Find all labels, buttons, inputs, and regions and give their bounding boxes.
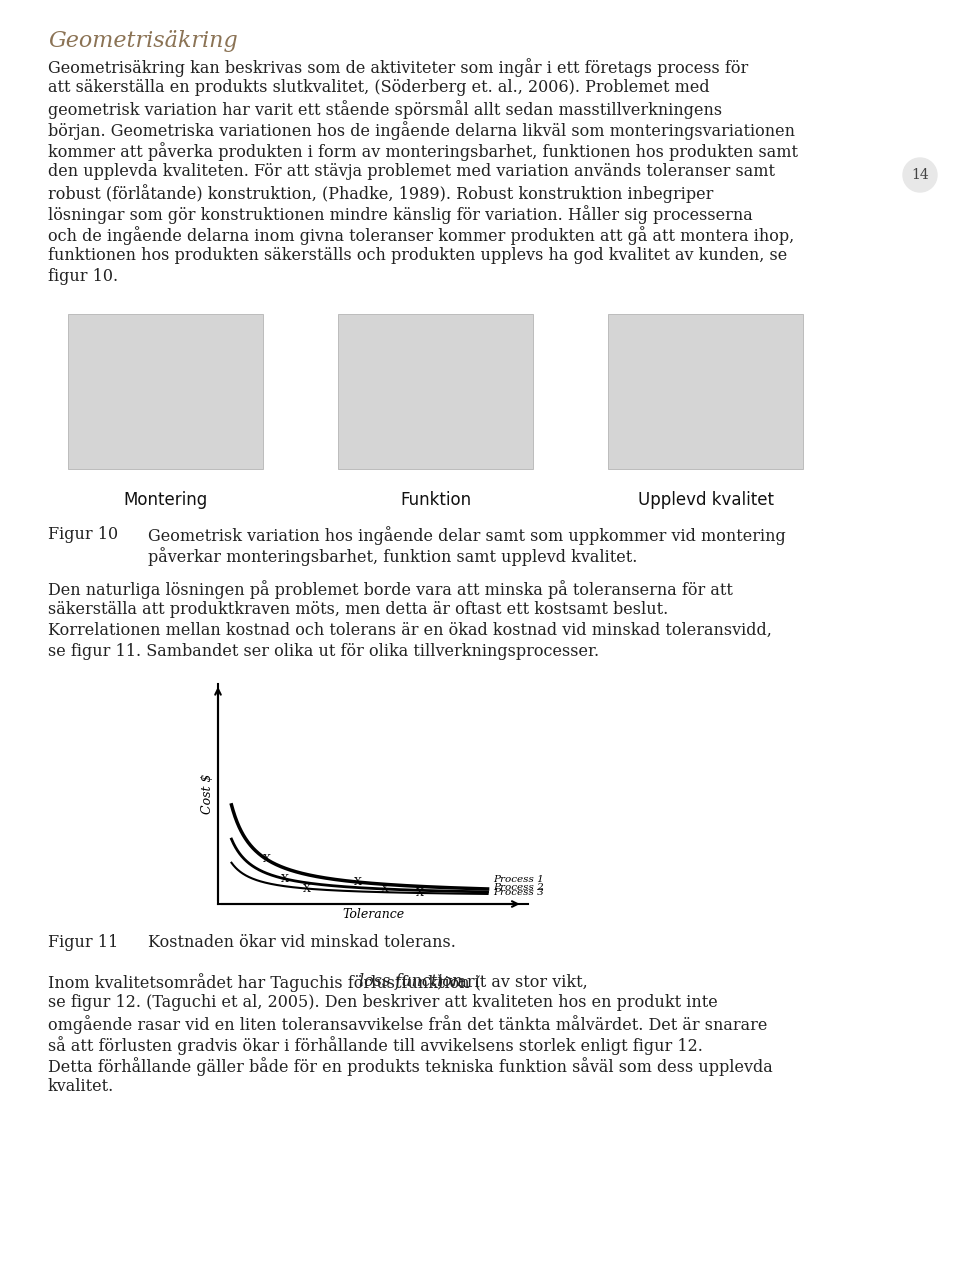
Text: X: X [354, 877, 362, 887]
Text: lösningar som gör konstruktionen mindre känslig för variation. Håller sig proces: lösningar som gör konstruktionen mindre … [48, 205, 753, 224]
Text: början. Geometriska variationen hos de ingående delarna likväl som monteringsvar: början. Geometriska variationen hos de i… [48, 121, 795, 140]
Text: se figur 12. (Taguchi et al, 2005). Den beskriver att kvaliteten hos en produkt : se figur 12. (Taguchi et al, 2005). Den … [48, 994, 718, 1010]
Text: så att förlusten gradvis ökar i förhållande till avvikelsens storlek enligt figu: så att förlusten gradvis ökar i förhålla… [48, 1036, 703, 1055]
Text: att säkerställa en produkts slutkvalitet, (Söderberg et. al., 2006). Problemet m: att säkerställa en produkts slutkvalitet… [48, 79, 709, 97]
Text: figur 10.: figur 10. [48, 268, 118, 285]
Text: Geometrisk variation hos ingående delar samt som uppkommer vid montering: Geometrisk variation hos ingående delar … [148, 526, 785, 545]
FancyBboxPatch shape [68, 314, 263, 469]
Text: Figur 10: Figur 10 [48, 526, 118, 543]
Text: ) varit av stor vikt,: ) varit av stor vikt, [437, 974, 588, 990]
Text: Funktion: Funktion [400, 491, 471, 508]
Text: Process 1: Process 1 [492, 874, 543, 883]
Text: påverkar monteringsbarhet, funktion samt upplevd kvalitet.: påverkar monteringsbarhet, funktion samt… [148, 547, 637, 566]
Text: Upplevd kvalitet: Upplevd kvalitet [637, 491, 774, 508]
Text: Korrelationen mellan kostnad och tolerans är en ökad kostnad vid minskad toleran: Korrelationen mellan kostnad och toleran… [48, 622, 772, 639]
Text: Figur 11: Figur 11 [48, 934, 118, 951]
Text: säkerställa att produktkraven möts, men detta är oftast ett kostsamt beslut.: säkerställa att produktkraven möts, men … [48, 601, 668, 618]
Text: X: X [417, 888, 424, 899]
Text: geometrisk variation har varit ett stående spörsmål allt sedan masstillverkninge: geometrisk variation har varit ett ståen… [48, 100, 722, 119]
Y-axis label: Cost $: Cost $ [201, 774, 214, 815]
Text: Process 2: Process 2 [492, 882, 543, 892]
Text: X: X [262, 854, 271, 864]
Text: Den naturliga lösningen på problemet borde vara att minska på toleranserna för a: Den naturliga lösningen på problemet bor… [48, 580, 732, 599]
Text: Montering: Montering [124, 491, 207, 508]
Text: omgående rasar vid en liten toleransavvikelse från det tänkta målvärdet. Det är : omgående rasar vid en liten toleransavvi… [48, 1016, 767, 1033]
Text: X: X [381, 885, 389, 894]
Text: Kostnaden ökar vid minskad tolerans.: Kostnaden ökar vid minskad tolerans. [148, 934, 456, 951]
Text: X: X [281, 874, 289, 883]
Text: kommer att påverka produkten i form av monteringsbarhet, funktionen hos produkte: kommer att påverka produkten i form av m… [48, 142, 798, 161]
Text: Geometrisäkring kan beskrivas som de aktiviteter som ingår i ett företags proces: Geometrisäkring kan beskrivas som de akt… [48, 58, 748, 78]
Text: 14: 14 [911, 168, 929, 182]
Circle shape [903, 158, 937, 192]
Text: Detta förhållande gäller både för en produkts tekniska funktion såväl som dess u: Detta förhållande gäller både för en pro… [48, 1057, 773, 1077]
Text: Inom kvalitetsområdet har Taguchis förlustfunktion (: Inom kvalitetsområdet har Taguchis förlu… [48, 974, 481, 991]
Text: se figur 11. Sambandet ser olika ut för olika tillverkningsprocesser.: se figur 11. Sambandet ser olika ut för … [48, 643, 599, 660]
Text: funktionen hos produkten säkerställs och produkten upplevs ha god kvalitet av ku: funktionen hos produkten säkerställs och… [48, 247, 787, 264]
FancyBboxPatch shape [608, 314, 803, 469]
Text: den upplevda kvaliteten. För att stävja problemet med variation används tolerans: den upplevda kvaliteten. För att stävja … [48, 163, 775, 180]
Text: kvalitet.: kvalitet. [48, 1078, 114, 1096]
X-axis label: Tolerance: Tolerance [342, 909, 404, 921]
Text: och de ingående delarna inom givna toleranser kommer produkten att gå att monter: och de ingående delarna inom givna toler… [48, 226, 794, 245]
Text: robust (förlåtande) konstruktion, (Phadke, 1989). Robust konstruktion inbegriper: robust (förlåtande) konstruktion, (Phadk… [48, 184, 713, 203]
Text: Geometrisäkring: Geometrisäkring [48, 31, 238, 52]
FancyBboxPatch shape [338, 314, 533, 469]
Text: loss function: loss function [359, 974, 462, 990]
Text: X: X [303, 883, 311, 894]
Text: Process 3: Process 3 [492, 888, 543, 897]
